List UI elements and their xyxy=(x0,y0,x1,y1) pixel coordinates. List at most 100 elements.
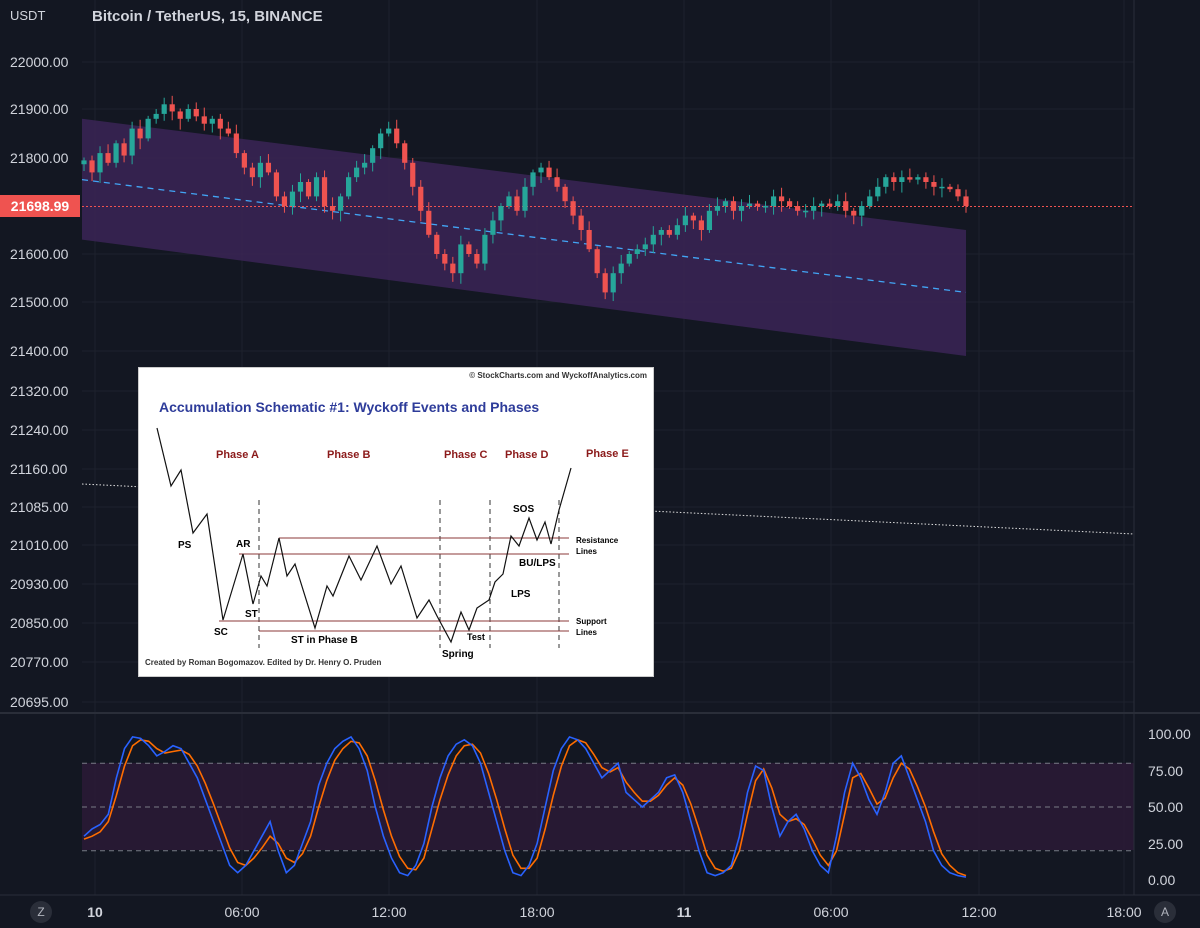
candle-body xyxy=(185,109,191,119)
candle-body xyxy=(305,182,312,197)
candle-body xyxy=(787,201,793,206)
candle-body xyxy=(362,162,368,168)
osc-tick: 50.00 xyxy=(1148,799,1184,815)
time-tick: 12:00 xyxy=(371,904,407,920)
auto-scale-button[interactable]: A xyxy=(1154,901,1176,923)
candle-body xyxy=(738,206,745,211)
candle-body xyxy=(346,177,352,197)
regression-midline xyxy=(81,178,967,294)
auto-zoom-button[interactable]: Z xyxy=(30,901,52,923)
candle-body xyxy=(217,118,223,129)
candle-body xyxy=(706,210,713,230)
price-tick: 20930.00 xyxy=(10,576,69,592)
candle-body xyxy=(458,244,464,274)
candle-body xyxy=(442,254,448,264)
price-tick: 21900.00 xyxy=(10,101,69,117)
candle-body xyxy=(891,177,897,182)
candle-body xyxy=(402,143,408,163)
time-tick: 18:00 xyxy=(519,904,555,920)
time-tick: 06:00 xyxy=(813,904,849,920)
schematic-credit-bottom: Created by Roman Bogomazov. Edited by Dr… xyxy=(145,658,382,667)
candle-body xyxy=(410,162,416,187)
event-st-phase-b: ST in Phase B xyxy=(291,635,358,646)
candle-body xyxy=(754,203,761,206)
support-lines-label: Support Lines xyxy=(576,617,607,637)
candle-body xyxy=(289,191,296,206)
price-tick: 21400.00 xyxy=(10,343,69,359)
candle-body xyxy=(722,201,729,206)
candle-body xyxy=(859,206,865,216)
candle-body xyxy=(514,196,520,211)
candle-body xyxy=(843,201,849,211)
candle-body xyxy=(674,225,680,235)
candle-body xyxy=(530,172,536,187)
currency-label: USDT xyxy=(10,8,46,23)
candle-body xyxy=(939,186,945,189)
candle-body xyxy=(626,254,632,264)
osc-tick: 25.00 xyxy=(1148,836,1184,852)
stoch-d-line xyxy=(83,738,967,877)
candle-body xyxy=(931,182,937,187)
candle-body xyxy=(337,196,344,211)
candle-body xyxy=(273,172,280,197)
candle-body xyxy=(378,133,384,149)
candle-body xyxy=(249,167,255,178)
regression-channel xyxy=(82,118,966,356)
candle-body xyxy=(602,273,608,293)
candle-body xyxy=(153,113,159,119)
candle-body xyxy=(281,196,288,206)
candle-body xyxy=(714,206,721,211)
candle-body xyxy=(89,160,95,173)
time-tick: 18:00 xyxy=(1106,904,1142,920)
candle-body xyxy=(265,162,272,173)
phase-c-label: Phase C xyxy=(444,449,488,461)
time-tick: 06:00 xyxy=(224,904,260,920)
candle-body xyxy=(642,244,648,250)
candle-body xyxy=(795,206,801,211)
event-lps: LPS xyxy=(511,589,531,600)
price-tick: 21320.00 xyxy=(10,383,69,399)
event-st: ST xyxy=(245,609,258,620)
schematic-credit-top: © StockCharts.com and WyckoffAnalytics.c… xyxy=(469,371,647,380)
candle-body xyxy=(233,133,239,154)
candle-body xyxy=(835,201,841,206)
candle-body xyxy=(770,196,777,206)
candle-body xyxy=(730,201,737,211)
candle-body xyxy=(450,263,456,274)
time-tick: 11 xyxy=(676,904,692,920)
candle-body xyxy=(570,201,576,216)
candle-body xyxy=(169,104,175,112)
candle-body xyxy=(506,196,512,206)
candle-body xyxy=(851,210,857,216)
price-tick: 21160.00 xyxy=(10,461,68,477)
candle-body xyxy=(209,118,215,124)
event-sc: SC xyxy=(214,627,228,638)
candle-body xyxy=(329,206,336,211)
candle-body xyxy=(193,109,199,117)
candle-body xyxy=(105,153,111,163)
candle-body xyxy=(113,143,119,163)
phase-e-label: Phase E xyxy=(586,448,629,460)
candle-body xyxy=(867,196,873,206)
candle-body xyxy=(907,177,913,180)
price-tick: 21085.00 xyxy=(10,499,69,515)
candle-body xyxy=(321,177,328,206)
candle-body xyxy=(426,210,432,235)
candle-body xyxy=(482,234,488,264)
candle-body xyxy=(594,249,600,274)
candle-body xyxy=(137,128,143,139)
phase-b-label: Phase B xyxy=(327,449,371,461)
candle-body xyxy=(698,220,704,230)
phase-d-label: Phase D xyxy=(505,449,549,461)
candle-body xyxy=(650,234,656,245)
candle-body xyxy=(923,177,929,182)
event-spring: Spring xyxy=(442,649,474,660)
price-tick: 21600.00 xyxy=(10,246,69,262)
candle-body xyxy=(522,186,528,211)
price-tick: 21800.00 xyxy=(10,150,69,166)
candle-body xyxy=(690,215,696,221)
symbol-title[interactable]: Bitcoin / TetherUS, 15, BINANCE xyxy=(92,8,323,25)
candle-body xyxy=(161,104,167,114)
